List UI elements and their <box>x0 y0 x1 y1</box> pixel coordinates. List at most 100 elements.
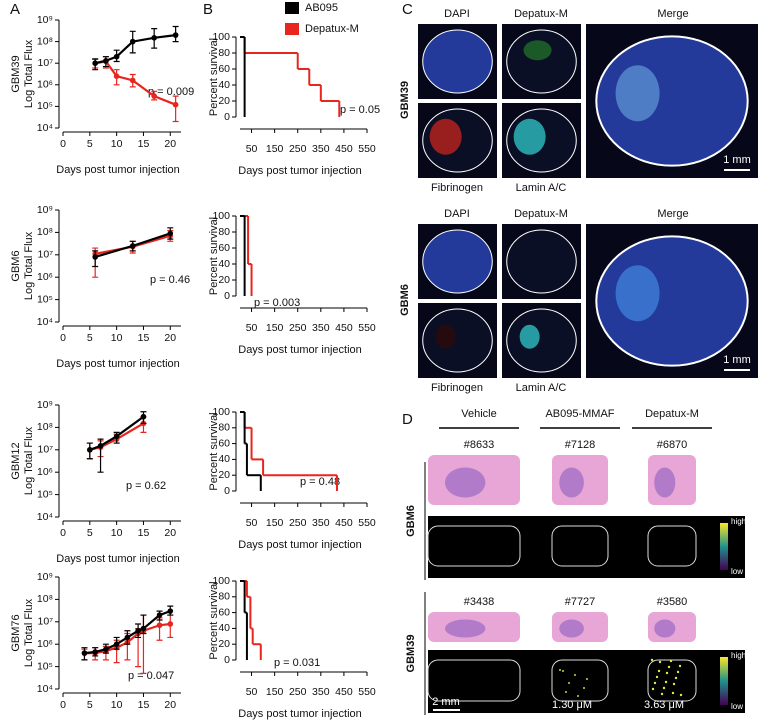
x-tick-label: 350 <box>312 322 330 334</box>
tissue-outline <box>506 229 577 294</box>
x-tick-label: 50 <box>246 686 258 698</box>
tile-label: Fibrinogen <box>431 182 483 194</box>
annotation: p = 0.48 <box>300 476 340 488</box>
annotation: p = 0.003 <box>254 297 300 309</box>
x-tick-label: 450 <box>335 322 353 334</box>
he-tumor <box>444 467 486 498</box>
group-label: GBM39 <box>10 55 22 92</box>
y-tick-label: 10⁸ <box>37 226 53 238</box>
data-point <box>92 254 98 260</box>
x-tick-label: 550 <box>358 322 376 334</box>
colorbar-label: high <box>731 517 746 526</box>
y-tick-label: 10⁸ <box>37 421 53 433</box>
data-point <box>151 34 157 41</box>
legend-label: AB095 <box>305 2 338 14</box>
tissue-outline <box>422 229 493 294</box>
data-point <box>135 627 141 634</box>
drug-signal <box>568 682 570 684</box>
drug-signal <box>667 665 671 669</box>
scale-label: 1 mm <box>723 154 751 166</box>
data-point <box>156 622 163 629</box>
data-point <box>151 93 157 99</box>
y-tick-label: 80 <box>218 47 230 59</box>
y-tick-label: 40 <box>218 622 230 634</box>
x-tick-label: 450 <box>335 517 353 529</box>
sample-id: #3438 <box>464 596 495 608</box>
x-axis-label: Days post tumor injection <box>56 164 180 176</box>
tile-label: DAPI <box>444 8 470 20</box>
colorbar <box>720 657 728 705</box>
signal <box>513 118 546 155</box>
drug-signal <box>586 678 588 680</box>
x-tick-label: 550 <box>358 143 376 155</box>
y-tick-label: 60 <box>218 242 230 254</box>
x-tick-label: 550 <box>358 517 376 529</box>
error-bar <box>156 617 163 641</box>
drug-signal <box>662 686 666 690</box>
tile-label: Fibrinogen <box>431 382 483 394</box>
sample-id: #3580 <box>657 596 688 608</box>
y-tick-label: 10⁹ <box>37 571 53 583</box>
scale-label: 2 mm <box>432 696 460 708</box>
data-point <box>167 230 174 237</box>
x-tick-label: 20 <box>164 138 176 150</box>
data-point <box>113 73 120 80</box>
y-tick-label: 0 <box>224 290 230 302</box>
y-tick-label: 10⁵ <box>37 293 53 305</box>
data-point <box>129 38 136 45</box>
drug-signal <box>664 680 668 684</box>
data-point <box>103 57 109 64</box>
x-axis-label: Days post tumor injection <box>238 165 362 177</box>
drug-signal <box>574 674 576 676</box>
x-tick-label: 150 <box>266 517 284 529</box>
x-tick-label: 15 <box>138 699 150 711</box>
y-tick-label: 10⁶ <box>37 79 53 91</box>
x-axis-label: Days post tumor injection <box>238 539 362 551</box>
x-tick-label: 20 <box>164 699 176 711</box>
he-tumor <box>559 619 584 638</box>
x-tick-label: 50 <box>246 517 258 529</box>
y-tick-label: 10⁷ <box>38 616 54 628</box>
legend-label: Depatux-M <box>305 23 359 35</box>
drug-signal <box>672 682 676 686</box>
y-tick-label: 100 <box>212 31 230 43</box>
data-point <box>156 612 163 618</box>
x-tick-label: 5 <box>87 699 93 711</box>
drug-signal <box>676 670 680 674</box>
data-point <box>97 443 104 449</box>
data-point <box>92 60 98 66</box>
drug-signal <box>674 676 678 680</box>
x-tick-label: 15 <box>138 527 150 539</box>
tissue-outline <box>422 308 493 373</box>
scale-label: 1 mm <box>723 354 751 366</box>
x-tick-label: 350 <box>312 143 330 155</box>
annotation: p = 0.62 <box>126 480 166 492</box>
tissue-outline <box>422 29 493 94</box>
column-header: AB095-MMAF <box>545 408 614 420</box>
group-label: GBM39 <box>399 81 411 119</box>
panel-label: D <box>402 411 413 428</box>
x-tick-label: 450 <box>335 686 353 698</box>
group-label: GBM39 <box>405 635 417 673</box>
y-tick-label: 10⁸ <box>37 35 53 47</box>
y-tick-label: 20 <box>218 274 230 286</box>
sample-id: #7128 <box>565 439 596 451</box>
y-tick-label: 0 <box>224 111 230 123</box>
data-point <box>113 53 120 60</box>
annotation: p = 0.031 <box>274 657 320 669</box>
y-tick-label: 10⁹ <box>37 399 53 411</box>
panel-label: B <box>203 1 213 18</box>
data-point <box>113 641 120 647</box>
x-tick-label: 150 <box>266 143 284 155</box>
drug-signal <box>671 691 675 695</box>
data-point <box>140 413 147 420</box>
tile-label: Lamin A/C <box>516 182 567 194</box>
x-tick-label: 0 <box>60 138 66 150</box>
signal <box>435 324 456 349</box>
x-axis-label: Days post tumor injection <box>56 358 180 370</box>
y-tick-label: 60 <box>218 63 230 75</box>
tile-label: Depatux-M <box>514 208 568 220</box>
sample-id: #8633 <box>464 439 495 451</box>
x-tick-label: 15 <box>138 138 150 150</box>
x-tick-label: 0 <box>60 527 66 539</box>
